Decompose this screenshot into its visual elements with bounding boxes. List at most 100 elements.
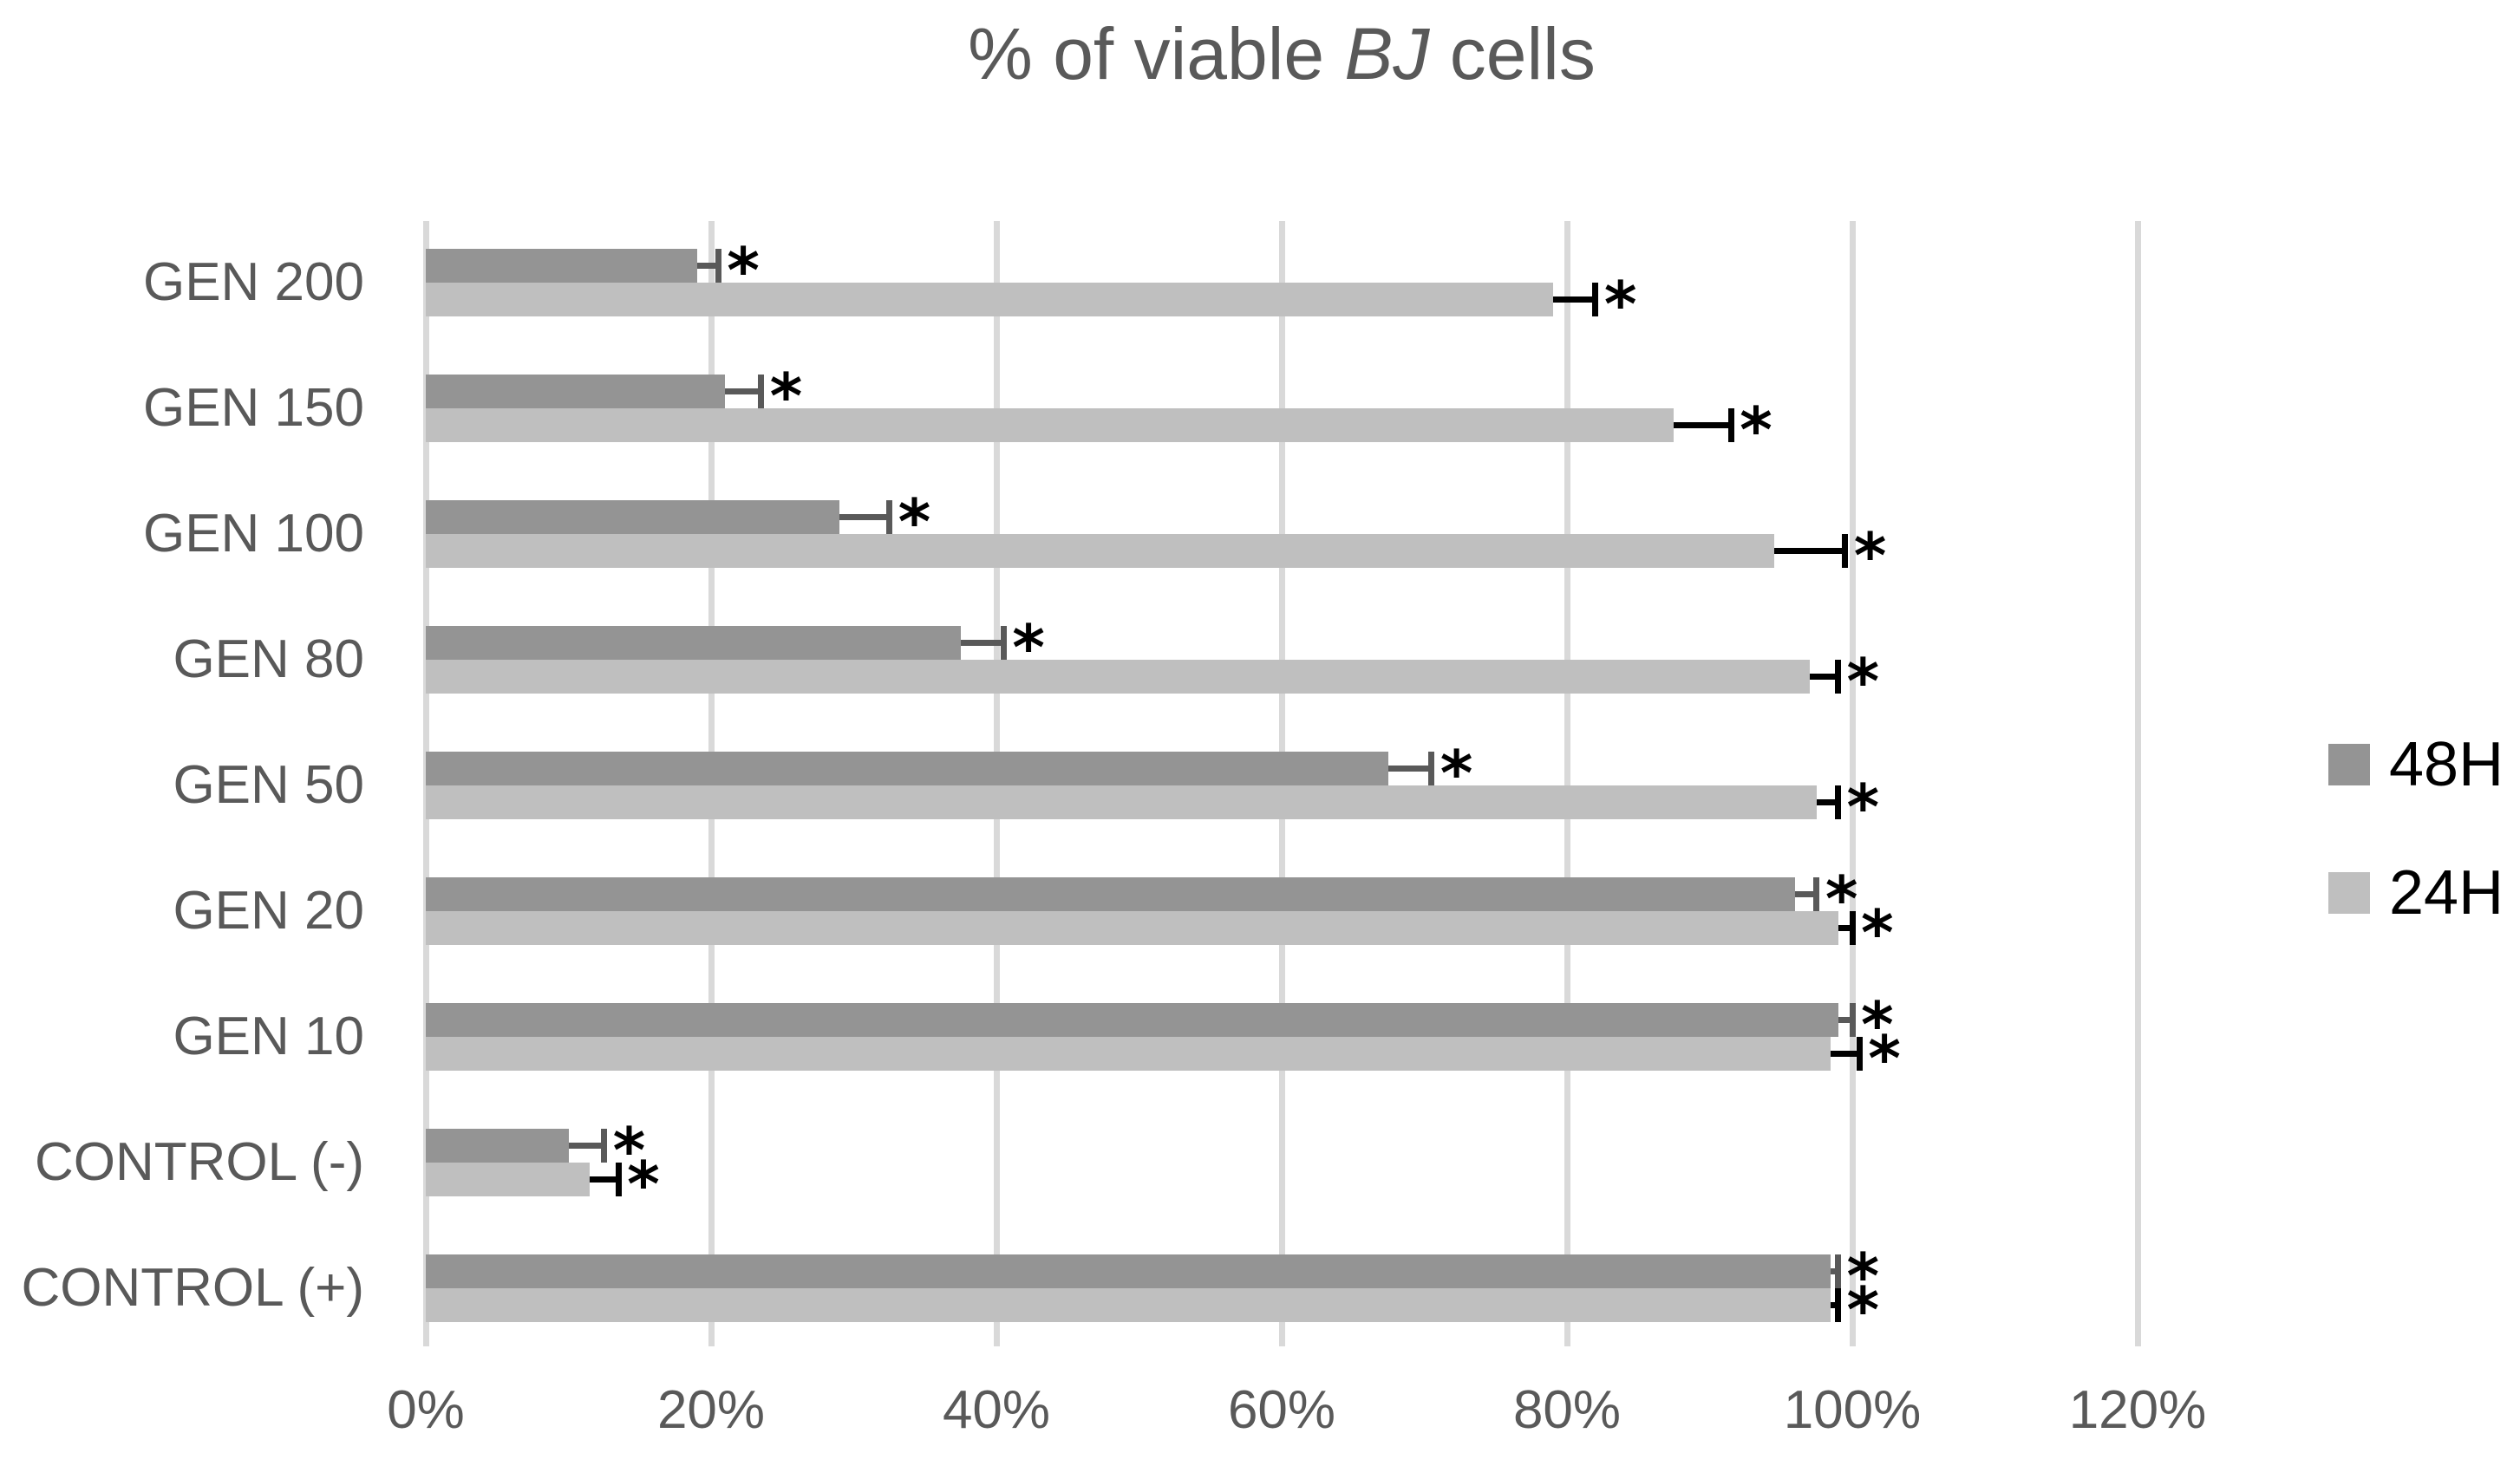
error-bar-cap-48h-gen-100 xyxy=(886,500,893,534)
legend-entry-48h: 48H xyxy=(2328,730,2504,799)
category-label-gen-50: GEN 50 xyxy=(173,755,364,815)
bar-48h-gen-150 xyxy=(426,375,726,408)
error-bar-line-48h-gen-80 xyxy=(960,640,1004,646)
bar-24h-control xyxy=(426,1163,591,1196)
category-label-control: CONTROL (+) xyxy=(21,1258,364,1318)
significance-star-24h-gen-100: * xyxy=(1853,519,1887,592)
x-tick-label: 100% xyxy=(1783,1380,1922,1440)
legend-swatch-24h xyxy=(2328,872,2370,914)
legend-entry-24h: 24H xyxy=(2328,858,2504,928)
error-bar-line-48h-gen-50 xyxy=(1388,766,1432,772)
x-tick-label: 20% xyxy=(656,1380,766,1440)
error-bar-line-24h-control xyxy=(1831,1302,1838,1308)
x-tick-label: 120% xyxy=(2068,1380,2207,1440)
gridline xyxy=(2134,221,2141,1346)
error-bar-cap-48h-gen-50 xyxy=(1428,752,1435,785)
error-bar-cap-48h-gen-20 xyxy=(1813,877,1820,911)
bar-24h-gen-50 xyxy=(426,785,1817,819)
bar-48h-control xyxy=(426,1129,569,1163)
error-bar-line-24h-gen-80 xyxy=(1809,674,1838,680)
error-bar-line-48h-gen-150 xyxy=(725,388,761,394)
significance-star-48h-control: * xyxy=(1846,1240,1880,1313)
bar-24h-gen-200 xyxy=(426,283,1553,316)
category-label-control: CONTROL (-) xyxy=(35,1132,364,1192)
significance-star-48h-gen-200: * xyxy=(727,234,760,307)
bar-48h-gen-200 xyxy=(426,249,697,283)
error-bar-cap-48h-control xyxy=(1835,1254,1842,1288)
legend-swatch-48h xyxy=(2328,744,2370,785)
error-bar-cap-24h-control xyxy=(1835,1288,1842,1322)
error-bar-line-24h-control xyxy=(590,1176,619,1183)
significance-star-24h-gen-200: * xyxy=(1603,268,1637,341)
error-bar-line-48h-gen-20 xyxy=(1795,891,1817,897)
bar-24h-control xyxy=(426,1288,1831,1322)
significance-star-48h-gen-20: * xyxy=(1825,863,1858,935)
error-bar-cap-24h-gen-20 xyxy=(1849,911,1856,945)
bar-48h-gen-80 xyxy=(426,626,961,660)
error-bar-line-24h-gen-200 xyxy=(1552,296,1596,303)
error-bar-cap-24h-control xyxy=(615,1163,622,1196)
significance-star-24h-gen-10: * xyxy=(1868,1022,1901,1095)
significance-star-24h-gen-20: * xyxy=(1861,896,1894,969)
error-bar-cap-48h-gen-80 xyxy=(1000,626,1007,660)
chart-title-part: % of viable xyxy=(968,13,1345,94)
error-bar-line-24h-gen-10 xyxy=(1831,1051,1860,1057)
error-bar-cap-24h-gen-80 xyxy=(1835,660,1842,694)
significance-star-48h-gen-50: * xyxy=(1440,737,1473,810)
error-bar-line-48h-control xyxy=(568,1143,604,1149)
category-label-gen-10: GEN 10 xyxy=(173,1007,364,1066)
error-bar-line-48h-gen-100 xyxy=(839,514,890,520)
error-bar-cap-24h-gen-150 xyxy=(1727,408,1734,442)
chart-title-part: BJ xyxy=(1344,13,1430,94)
significance-star-48h-gen-150: * xyxy=(769,360,803,433)
category-label-gen-20: GEN 20 xyxy=(173,881,364,941)
error-bar-cap-48h-control xyxy=(601,1129,608,1163)
error-bar-cap-24h-gen-50 xyxy=(1835,785,1842,819)
significance-star-24h-gen-50: * xyxy=(1846,771,1880,844)
bar-48h-gen-10 xyxy=(426,1003,1838,1037)
x-tick-label: 60% xyxy=(1227,1380,1336,1440)
significance-star-24h-gen-80: * xyxy=(1846,645,1880,718)
bar-24h-gen-80 xyxy=(426,660,1810,694)
gridline xyxy=(1849,221,1856,1346)
significance-star-24h-control: * xyxy=(627,1148,660,1221)
category-label-gen-200: GEN 200 xyxy=(142,252,364,312)
error-bar-line-48h-gen-10 xyxy=(1838,1017,1852,1023)
bar-24h-gen-100 xyxy=(426,534,1774,568)
legend-label-24h: 24H xyxy=(2389,858,2504,928)
error-bar-line-48h-gen-200 xyxy=(696,263,719,269)
bar-24h-gen-10 xyxy=(426,1037,1831,1071)
bar-48h-gen-50 xyxy=(426,752,1389,785)
significance-star-24h-control: * xyxy=(1846,1274,1880,1346)
legend-label-48h: 48H xyxy=(2389,730,2504,799)
category-label-gen-80: GEN 80 xyxy=(173,629,364,689)
error-bar-cap-24h-gen-10 xyxy=(1856,1037,1863,1071)
error-bar-cap-48h-gen-10 xyxy=(1849,1003,1856,1037)
category-label-gen-100: GEN 100 xyxy=(142,504,364,564)
significance-star-48h-gen-10: * xyxy=(1861,988,1894,1061)
x-tick-label: 80% xyxy=(1512,1380,1622,1440)
chart-title-part: cells xyxy=(1429,13,1596,94)
error-bar-line-48h-control xyxy=(1831,1268,1838,1274)
bar-48h-gen-100 xyxy=(426,500,840,534)
error-bar-line-24h-gen-50 xyxy=(1816,799,1838,805)
significance-star-48h-control: * xyxy=(612,1114,646,1187)
gridline xyxy=(1564,221,1570,1346)
bar-24h-gen-150 xyxy=(426,408,1675,442)
bar-48h-gen-20 xyxy=(426,877,1796,911)
significance-star-24h-gen-150: * xyxy=(1740,394,1772,466)
bar-24h-gen-20 xyxy=(426,911,1838,945)
error-bar-cap-24h-gen-200 xyxy=(1592,283,1599,316)
bar-48h-control xyxy=(426,1254,1831,1288)
error-bar-line-24h-gen-150 xyxy=(1674,422,1732,428)
category-label-gen-150: GEN 150 xyxy=(142,378,364,438)
error-bar-cap-24h-gen-100 xyxy=(1842,534,1849,568)
x-tick-label: 0% xyxy=(387,1380,465,1440)
significance-star-48h-gen-80: * xyxy=(1012,611,1045,684)
chart-title: % of viable BJ cells xyxy=(426,12,2138,96)
x-tick-label: 40% xyxy=(942,1380,1051,1440)
significance-star-48h-gen-100: * xyxy=(898,485,931,558)
error-bar-cap-48h-gen-200 xyxy=(715,249,721,283)
